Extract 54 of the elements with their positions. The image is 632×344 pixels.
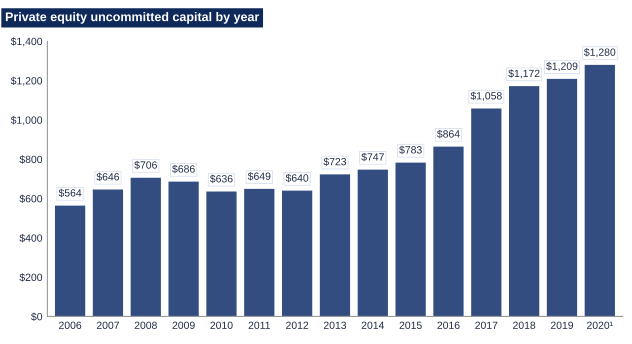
bar [92, 189, 124, 316]
data-label: $723 [323, 158, 346, 166]
data-label: $636 [210, 174, 233, 184]
data-label: $783 [399, 146, 422, 154]
data-label: $1,172 [508, 69, 540, 78]
x-tick-label: 2017 [475, 322, 498, 329]
data-label: $1,058 [470, 92, 502, 101]
y-tick-label: $1,200 [10, 76, 42, 86]
data-label: $1,280 [584, 48, 616, 58]
data-label: $640 [286, 174, 308, 182]
x-tick-label: 2010 [210, 322, 233, 329]
y-tick-label: $400 [19, 234, 42, 242]
bar [358, 170, 388, 316]
x-tick-label: 2006 [59, 322, 82, 329]
bar [244, 188, 274, 316]
x-tick-label: 2019 [550, 322, 574, 329]
bar [54, 206, 86, 316]
data-label: $864 [437, 130, 460, 138]
y-tick-label: $600 [19, 194, 42, 204]
y-tick-label: $1,400 [10, 37, 42, 46]
bar [206, 191, 237, 316]
x-tick-label: 2012 [286, 322, 308, 329]
x-tick-label: 2007 [96, 322, 120, 329]
bar [584, 64, 615, 316]
bar [396, 162, 426, 316]
bar [471, 108, 502, 316]
bar [509, 86, 540, 316]
bar [130, 178, 161, 316]
x-tick-label: 2013 [324, 322, 346, 329]
x-tick-label: 2020¹ [587, 322, 613, 329]
data-label: $646 [96, 172, 120, 182]
x-tick-label: 2016 [437, 322, 460, 329]
bar [433, 146, 464, 316]
y-tick-label: $200 [19, 273, 42, 282]
bar [320, 174, 350, 316]
x-tick-label: 2015 [400, 322, 422, 329]
x-tick-label: 2009 [172, 322, 195, 329]
chart-title: Private equity uncommitted capital by year [6, 12, 260, 24]
y-tick-label: $0 [31, 312, 42, 321]
x-tick-label: 2014 [362, 322, 384, 329]
y-tick-label: $1,000 [10, 116, 42, 126]
data-label: $564 [58, 188, 82, 198]
x-tick-label: 2011 [248, 322, 270, 329]
bar [546, 78, 578, 316]
data-label: $649 [248, 172, 270, 181]
bar [282, 190, 312, 316]
data-label: $1,209 [546, 62, 578, 72]
x-tick-label: 2008 [134, 322, 157, 329]
data-label: $686 [172, 164, 195, 174]
x-tick-label: 2018 [513, 322, 536, 329]
bar [168, 182, 199, 316]
y-tick-label: $800 [19, 155, 42, 164]
data-label: $747 [361, 152, 384, 162]
data-label: $706 [134, 160, 157, 170]
